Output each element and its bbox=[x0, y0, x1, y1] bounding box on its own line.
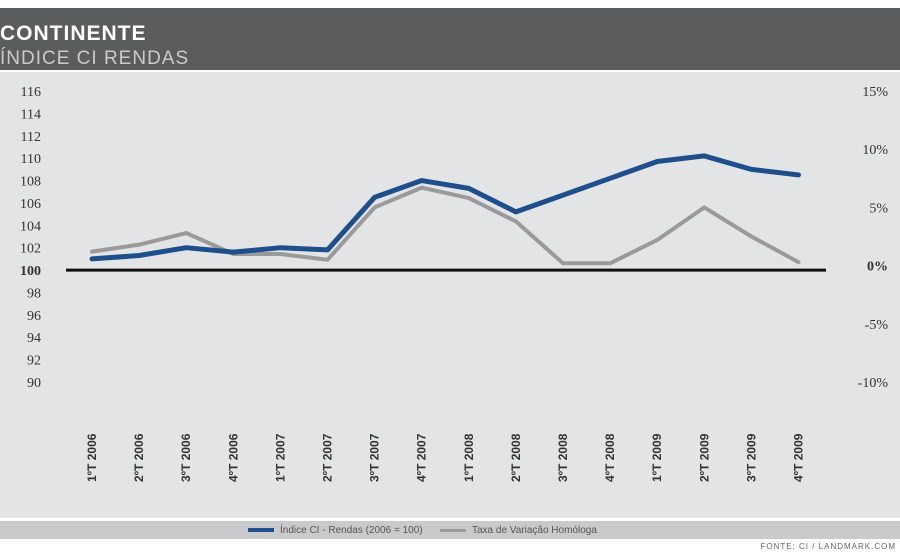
right-axis-tick-label: -10% bbox=[858, 376, 889, 391]
left-axis-tick-label: 104 bbox=[20, 219, 41, 234]
x-axis-tick-label: 4ºT 2008 bbox=[603, 433, 617, 482]
x-axis-tick-label: 2ºT 2007 bbox=[321, 433, 335, 482]
series-line-index bbox=[89, 153, 801, 262]
x-axis-tick-label: 3ºT 2008 bbox=[556, 433, 570, 482]
chart-title: CONTINENTE bbox=[0, 22, 147, 45]
left-axis-tick-label: 90 bbox=[27, 376, 41, 391]
chart-subtitle: ÍNDICE CI RENDAS bbox=[0, 48, 190, 69]
legend-item-variation: Taxa de Variação Homóloga bbox=[440, 521, 597, 539]
x-axis-tick-label: 3ºT 2009 bbox=[744, 433, 758, 482]
legend-item-index: Índice CI - Rendas (2006 = 100) bbox=[248, 521, 423, 539]
right-axis-tick-label: 5% bbox=[869, 201, 888, 216]
right-axis-tick-label: 10% bbox=[862, 143, 888, 158]
plot-panel: 116 114 112 110 108 106 104 102 100 98 96 94 92 90 15%… bbox=[0, 72, 900, 518]
right-axis-tick-label: 0% bbox=[867, 260, 888, 275]
legend-label-index: Índice CI - Rendas (2006 = 100) bbox=[280, 524, 423, 536]
line-chart: 116 114 112 110 108 106 104 102 100 98 96 94 92 90 15%… bbox=[20, 85, 889, 482]
right-axis-tick-label: 15% bbox=[862, 85, 888, 100]
legend: Índice CI - Rendas (2006 = 100) Taxa de … bbox=[0, 521, 900, 539]
legend-label-variation: Taxa de Variação Homóloga bbox=[472, 524, 597, 536]
x-axis-tick-label: 2ºT 2009 bbox=[697, 433, 711, 482]
x-axis-tick-label: 3ºT 2007 bbox=[368, 433, 382, 482]
left-axis-tick-label: 94 bbox=[27, 331, 41, 346]
left-axis-tick-label: 98 bbox=[27, 286, 41, 301]
left-axis-tick-label: 114 bbox=[21, 107, 41, 122]
x-axis-tick-label: 1ºT 2009 bbox=[650, 433, 664, 482]
left-axis-tick-label: 102 bbox=[20, 242, 41, 257]
series-line-variation bbox=[90, 185, 801, 266]
source-note: FONTE: CI / LANDMARK.COM bbox=[760, 542, 896, 551]
x-axis-tick-label: 4ºT 2009 bbox=[792, 433, 806, 482]
x-axis-tick-label: 4ºT 2007 bbox=[415, 433, 429, 482]
x-axis-tick-label: 1ºT 2008 bbox=[462, 433, 476, 482]
x-axis-tick-label: 2ºT 2008 bbox=[509, 433, 523, 482]
legend-swatch-variation bbox=[440, 528, 466, 532]
x-axis-tick-label: 4ºT 2006 bbox=[226, 433, 240, 482]
left-axis-tick-label: 96 bbox=[27, 309, 41, 324]
left-axis-tick-label: 106 bbox=[20, 197, 41, 212]
right-axis-tick-label: -5% bbox=[865, 318, 889, 333]
x-axis-tick-label: 1ºT 2006 bbox=[85, 433, 99, 482]
left-axis-tick-label: 108 bbox=[20, 175, 41, 190]
x-axis-tick-label: 2ºT 2006 bbox=[132, 433, 146, 482]
left-axis-tick-label: 112 bbox=[21, 130, 41, 145]
chart-header: CONTINENTE ÍNDICE CI RENDAS bbox=[0, 8, 900, 70]
legend-swatch-index bbox=[248, 528, 274, 532]
left-axis-tick-label: 92 bbox=[27, 354, 41, 369]
x-axis-tick-label: 1ºT 2007 bbox=[273, 433, 287, 482]
x-axis-tick-label: 3ºT 2006 bbox=[179, 433, 193, 482]
left-axis-tick-label: 110 bbox=[21, 152, 41, 167]
left-axis-tick-label: 100 bbox=[20, 264, 41, 279]
left-axis-tick-label: 116 bbox=[21, 85, 41, 100]
